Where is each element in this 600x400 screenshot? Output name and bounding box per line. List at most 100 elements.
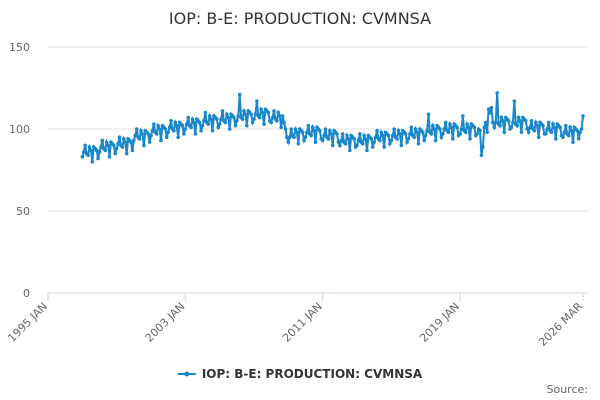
data-point <box>398 132 402 136</box>
data-point <box>163 127 168 131</box>
data-point <box>150 128 155 133</box>
data-point <box>478 128 482 133</box>
data-point <box>245 123 249 128</box>
data-point <box>489 105 494 110</box>
data-point <box>558 125 562 130</box>
data-point <box>395 137 399 141</box>
data-point <box>511 120 515 125</box>
data-point <box>154 132 159 136</box>
data-point <box>386 133 391 138</box>
data-point <box>533 120 538 125</box>
data-point <box>363 137 368 141</box>
data-point <box>260 110 265 115</box>
data-point <box>338 143 342 148</box>
data-point <box>335 132 339 136</box>
data-point <box>380 133 385 138</box>
data-point <box>415 130 419 135</box>
data-point <box>137 137 142 141</box>
legend-item: IOP: B-E: PRODUCTION: CVMNSA <box>177 367 423 381</box>
data-point <box>564 123 568 128</box>
data-point <box>249 112 253 117</box>
data-point <box>475 132 479 136</box>
data-point <box>370 145 375 149</box>
data-point <box>425 128 429 133</box>
data-point <box>356 138 361 143</box>
data-point <box>432 127 437 131</box>
data-point <box>302 138 306 143</box>
data-point <box>206 122 211 126</box>
data-point <box>459 127 464 131</box>
data-point <box>152 122 156 126</box>
data-point <box>420 130 425 135</box>
data-point <box>328 128 332 133</box>
data-point <box>289 127 293 131</box>
data-point <box>313 140 318 144</box>
data-point <box>173 120 178 125</box>
data-point <box>134 127 139 131</box>
data-point <box>422 138 427 143</box>
data-point <box>392 127 396 131</box>
data-point <box>465 122 469 126</box>
data-point <box>197 120 202 125</box>
data-point <box>546 120 551 125</box>
data-point <box>485 130 489 135</box>
data-point <box>285 135 289 139</box>
data-point <box>509 125 514 130</box>
data-point <box>164 135 169 139</box>
data-point <box>217 122 222 126</box>
y-tick-label: 100 <box>9 123 30 136</box>
data-point <box>226 115 231 120</box>
data-point <box>310 125 315 130</box>
chart-title: IOP: B-E: PRODUCTION: CVMNSA <box>169 9 431 28</box>
data-point <box>169 119 173 123</box>
data-point <box>180 123 185 128</box>
x-tick-label: 2011 JAN <box>280 300 325 345</box>
x-tick-label: 2003 JAN <box>143 300 188 345</box>
data-point <box>255 99 259 103</box>
data-point <box>358 132 362 136</box>
y-tick-label: 50 <box>16 205 30 218</box>
data-point <box>87 145 92 149</box>
data-point <box>237 92 242 97</box>
data-point <box>390 133 395 138</box>
data-point <box>549 130 554 135</box>
data-point <box>270 115 275 120</box>
data-point <box>123 140 128 144</box>
data-point <box>174 123 179 128</box>
data-point <box>279 125 283 130</box>
data-point <box>372 140 376 144</box>
data-point <box>413 127 418 131</box>
data-point <box>403 132 408 136</box>
data-point <box>443 120 448 125</box>
data-point <box>122 137 126 141</box>
data-point <box>186 115 190 120</box>
data-point <box>529 119 534 123</box>
data-point <box>360 141 365 146</box>
data-point <box>379 130 384 135</box>
x-tick-label: 2026 MAR <box>536 300 585 349</box>
data-point <box>519 130 524 135</box>
data-point <box>139 128 143 133</box>
data-point <box>568 125 572 130</box>
data-point <box>99 145 103 149</box>
data-point <box>176 135 180 139</box>
data-point <box>242 109 246 113</box>
data-point <box>295 130 299 135</box>
data-point <box>442 127 447 131</box>
data-point <box>336 140 341 144</box>
data-point <box>535 123 540 128</box>
data-point <box>280 114 285 118</box>
data-point <box>491 120 495 125</box>
data-point <box>166 130 170 135</box>
data-point <box>528 125 532 130</box>
data-point <box>343 141 348 146</box>
data-point <box>129 140 133 144</box>
data-point <box>345 133 349 138</box>
data-point <box>378 138 382 143</box>
data-point <box>523 119 528 123</box>
data-point <box>192 120 196 125</box>
data-point <box>430 123 435 128</box>
data-point <box>429 132 434 136</box>
